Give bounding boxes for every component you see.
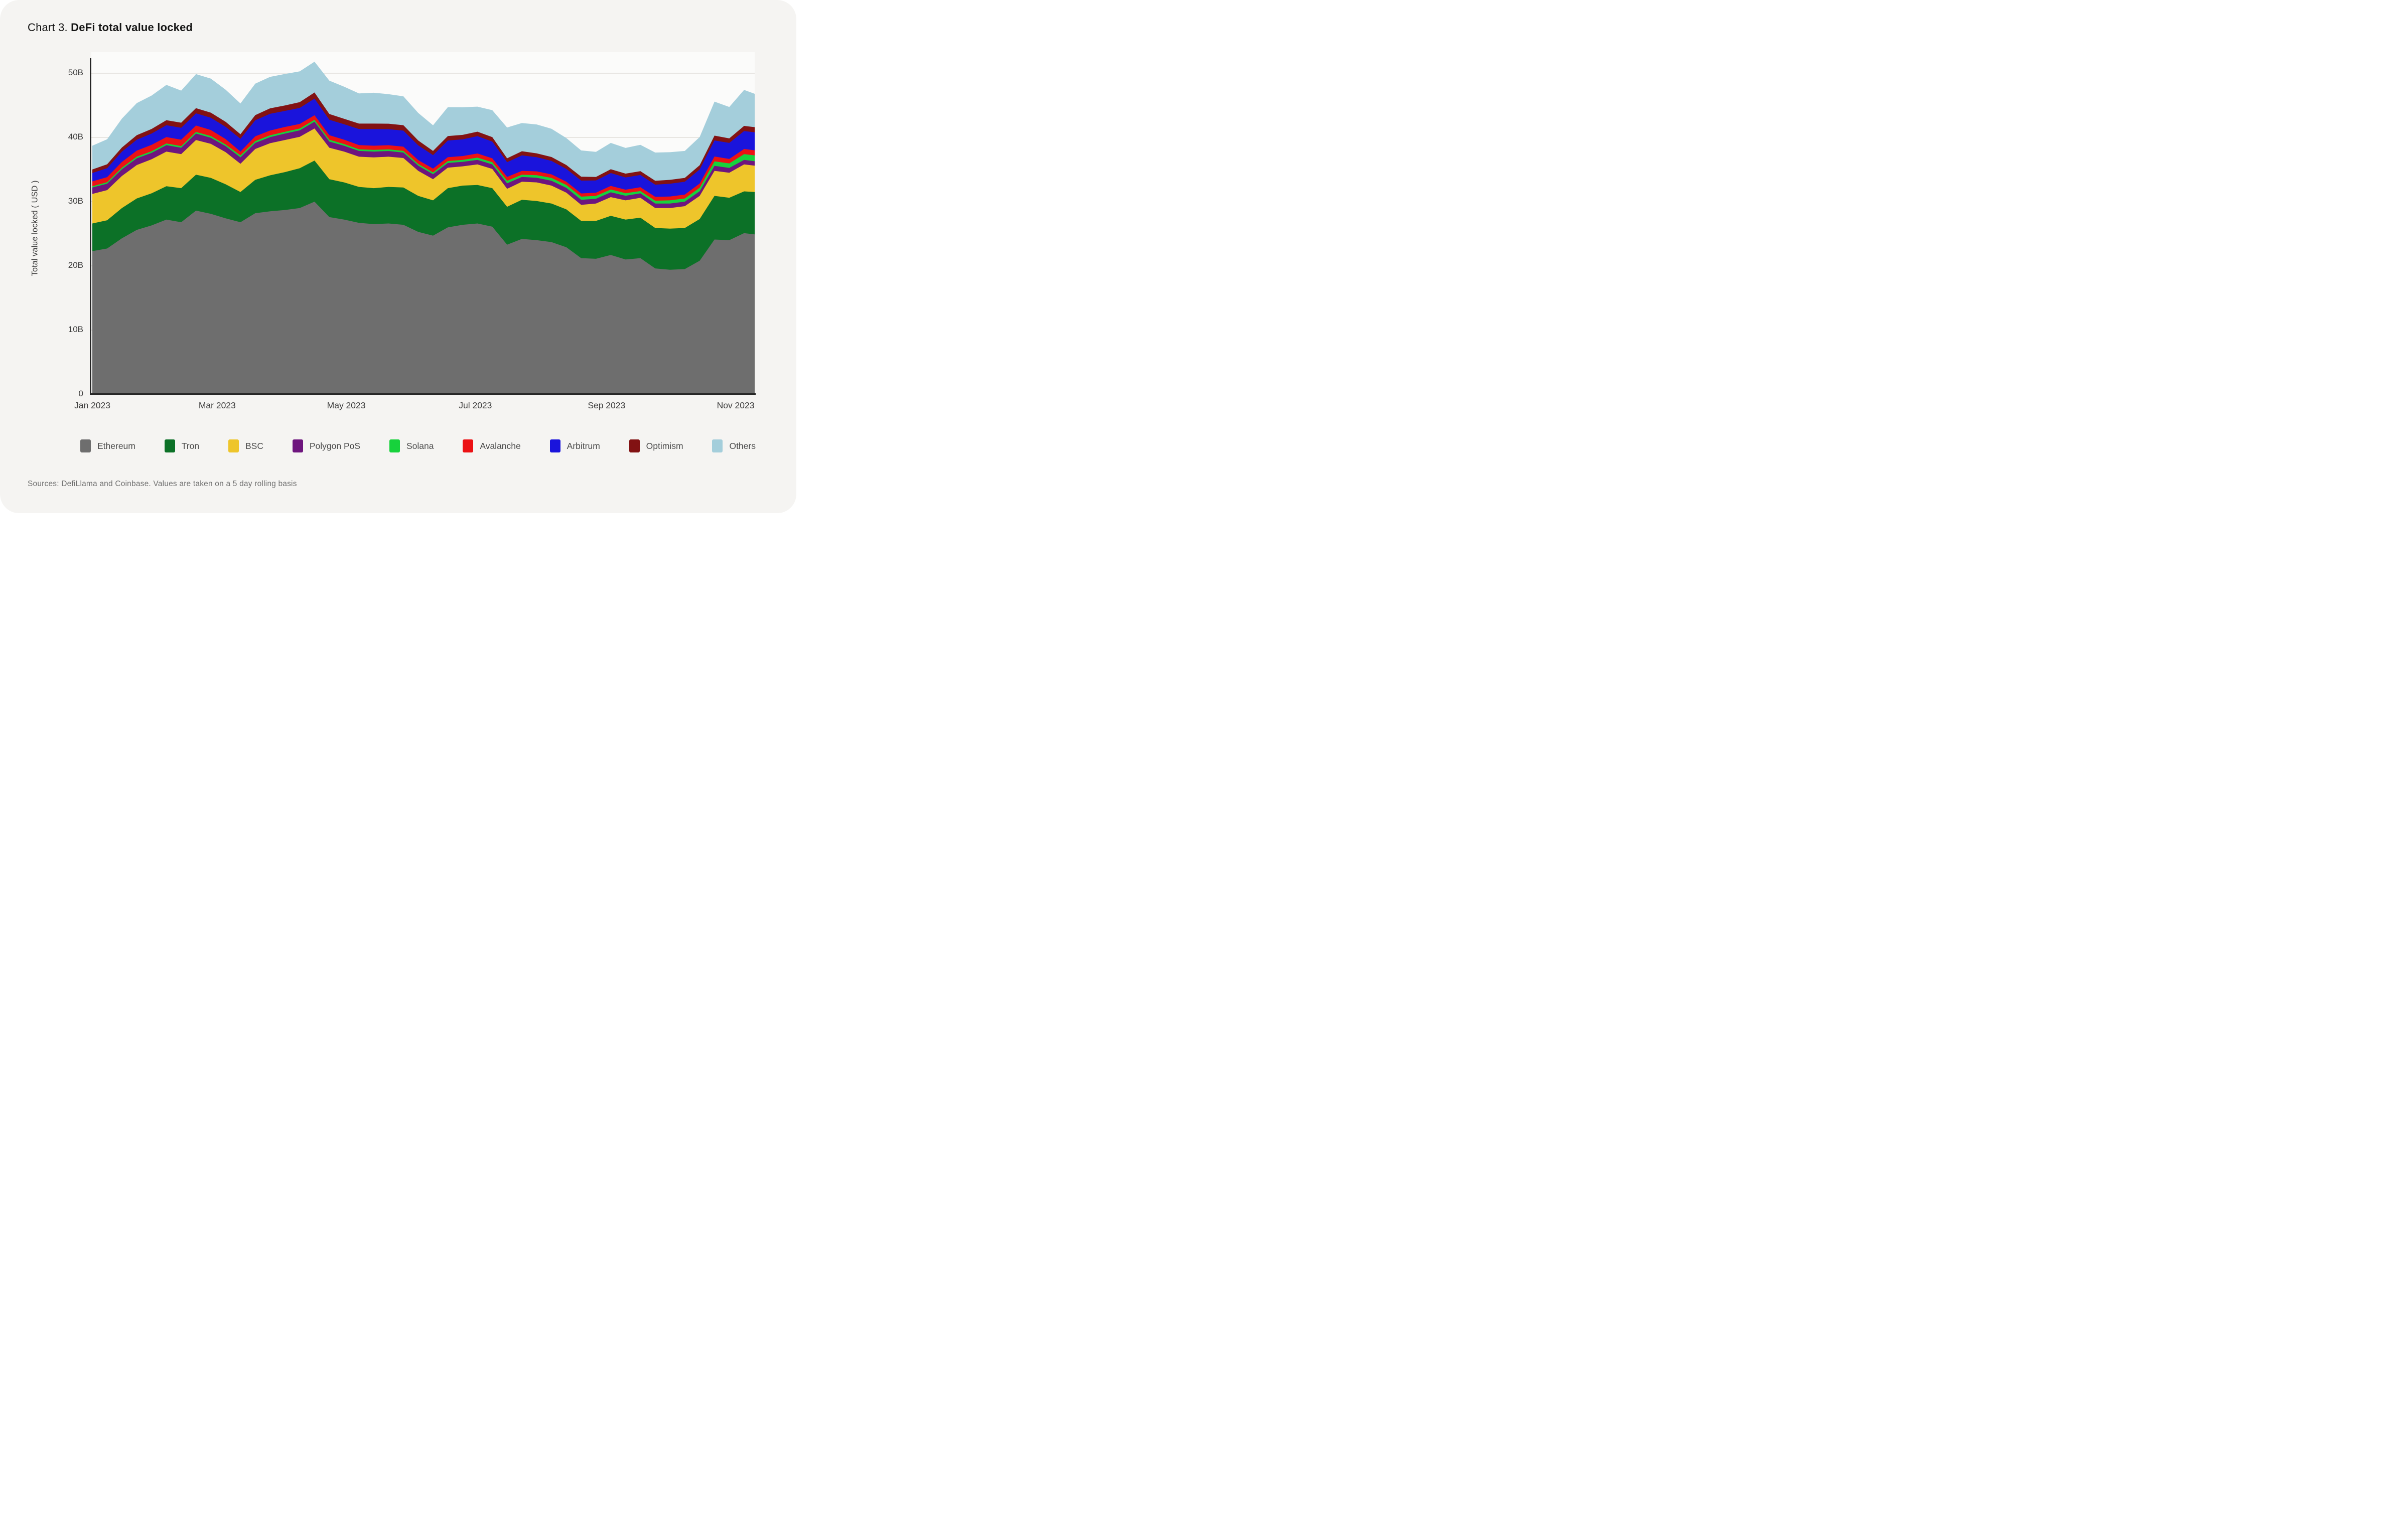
y-tick-label-30b: 30B (68, 196, 83, 206)
legend-item-polygon-pos: Polygon PoS (292, 439, 361, 452)
legend-swatch-ethereum (80, 439, 91, 452)
x-tick-label-nov-2023: Nov 2023 (717, 400, 755, 410)
chart-legend: Ethereum Tron BSC Polygon PoS Solana Avalanch… (80, 439, 756, 452)
legend-label-others: Others (729, 440, 756, 451)
legend-item-avalanche: Avalanche (463, 439, 521, 452)
legend-swatch-tron (164, 439, 175, 452)
legend-item-others: Others (712, 439, 756, 452)
legend-item-ethereum: Ethereum (80, 439, 135, 452)
y-tick-label-20b: 20B (68, 260, 83, 270)
legend-swatch-arbitrum (549, 439, 560, 452)
area-ethereum (92, 202, 755, 394)
legend-swatch-solana (389, 439, 400, 452)
legend-label-polygon-pos: Polygon PoS (309, 440, 361, 451)
stacked-area-chart (92, 62, 755, 394)
legend-item-optimism: Optimism (629, 439, 683, 452)
x-tick-label-jul-2023: Jul 2023 (459, 400, 492, 410)
title-emphasis: DeFi total value locked (71, 21, 193, 34)
legend-swatch-optimism (629, 439, 640, 452)
legend-swatch-bsc (228, 439, 239, 452)
legend-label-solana: Solana (406, 440, 434, 451)
legend-label-optimism: Optimism (646, 440, 683, 451)
x-tick-label-jan-2023: Jan 2023 (74, 400, 111, 410)
x-axis-line (90, 393, 756, 395)
legend-item-arbitrum: Arbitrum (549, 439, 600, 452)
page-title: Chart 3. DeFi total value locked (28, 21, 193, 34)
x-tick-label-may-2023: May 2023 (327, 400, 366, 410)
x-tick-label-sep-2023: Sep 2023 (588, 400, 626, 410)
legend-item-tron: Tron (164, 439, 200, 452)
legend-label-tron: Tron (181, 440, 200, 451)
legend-label-arbitrum: Arbitrum (567, 440, 600, 451)
legend-swatch-polygon-pos (292, 439, 303, 452)
y-tick-label-0: 0 (78, 389, 83, 398)
legend-label-ethereum: Ethereum (97, 440, 135, 451)
chart-card: Chart 3. DeFi total value locked Total v… (0, 0, 796, 513)
x-tick-label-mar-2023: Mar 2023 (198, 400, 236, 410)
y-tick-label-40b: 40B (68, 132, 83, 141)
legend-swatch-avalanche (463, 439, 474, 452)
legend-item-solana: Solana (389, 439, 434, 452)
y-tick-label-50b: 50B (68, 68, 83, 77)
legend-label-avalanche: Avalanche (480, 440, 521, 451)
source-note: Sources: DefiLlama and Coinbase. Values … (28, 480, 297, 488)
legend-swatch-others (712, 439, 723, 452)
legend-item-bsc: BSC (228, 439, 263, 452)
y-tick-label-10b: 10B (68, 325, 83, 334)
title-prefix: Chart 3. (28, 21, 68, 34)
y-axis-title: Total value locked ( USD ) (30, 180, 40, 276)
gridline-50b (91, 73, 755, 74)
y-axis-line (90, 58, 91, 395)
legend-label-bsc: BSC (245, 440, 263, 451)
